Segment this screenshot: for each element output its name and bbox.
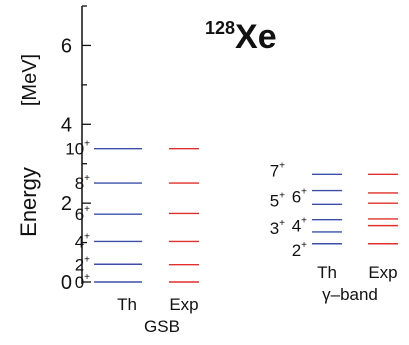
- spin-label-GSB-2: 2+: [75, 254, 90, 274]
- y-tick-label: 0: [61, 272, 72, 294]
- title-element: Xe: [235, 18, 277, 56]
- y-axis: 0 2 4 6: [61, 5, 91, 294]
- spin-label-γ–band-7: 7+: [270, 160, 285, 180]
- y-tick-label: 4: [61, 114, 72, 136]
- title-mass: 128: [205, 18, 235, 38]
- y-axis-unit: [MeV]: [19, 54, 41, 106]
- spin-label-γ–band-5: 5+: [270, 190, 285, 210]
- spin-label-γ–band-3: 3+: [270, 218, 285, 238]
- column-label-exp: Exp: [368, 263, 397, 282]
- spin-label-γ–band-2: 2+: [292, 240, 307, 260]
- y-tick-label: 2: [61, 193, 72, 215]
- levels: [94, 148, 398, 283]
- spin-label-GSB-0: 0+: [75, 272, 90, 292]
- chart-title: 128Xe: [205, 18, 277, 56]
- spin-label-GSB-4: 4+: [75, 231, 90, 251]
- y-tick-label: 6: [61, 35, 72, 57]
- spin-label-GSB-10: 10+: [65, 139, 90, 159]
- spin-label-GSB-6: 6+: [75, 204, 90, 224]
- column-label-th: Th: [117, 295, 137, 314]
- column-label-exp: Exp: [169, 295, 198, 314]
- group-name: γ–band: [322, 285, 378, 304]
- spin-label-γ–band-6: 6+: [292, 187, 307, 207]
- column-label-th: Th: [317, 263, 337, 282]
- group-name: GSB: [144, 317, 180, 336]
- level-labels: 0+2+4+6+8+10+2+3+ 4+5+ 6+7+: [65, 139, 307, 292]
- y-axis-label: Energy: [16, 167, 41, 237]
- spin-label-GSB-8: 8+: [75, 173, 90, 193]
- spin-label-γ–band-4: 4+: [292, 216, 307, 236]
- group-labels: Th Exp GSB Th Exp γ–band: [117, 263, 398, 336]
